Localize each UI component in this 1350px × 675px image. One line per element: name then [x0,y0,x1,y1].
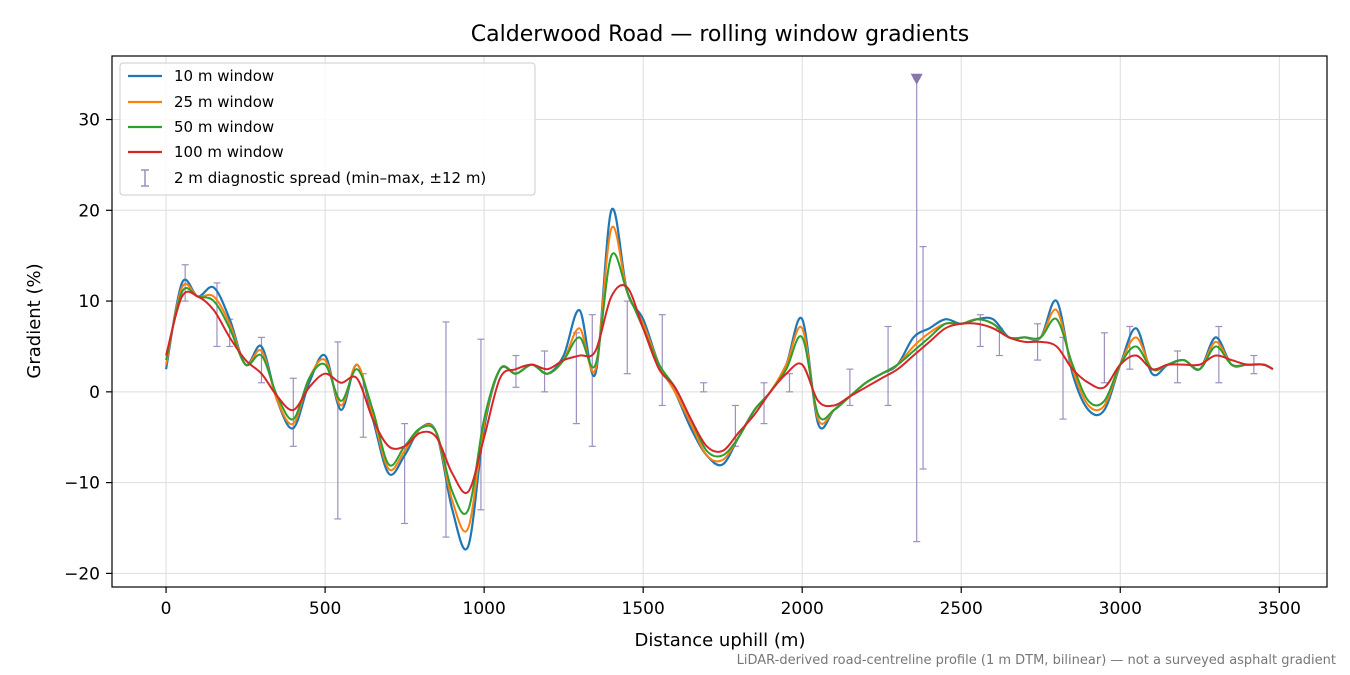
y-tick-label: −20 [64,564,100,584]
spread-bar [1100,332,1108,384]
legend-label-10m: 10 m window [174,67,274,85]
x-tick-label: 2500 [940,599,983,619]
footnote: LiDAR-derived road-centreline profile (1… [737,653,1336,668]
spread-bar [512,354,520,388]
y-tick-label: −10 [64,474,100,494]
spread-bar [884,325,892,407]
spread-bar [477,338,485,511]
series-lines [164,207,1274,551]
y-tick-label: 20 [78,201,100,221]
legend-label-50m: 50 m window [174,118,274,136]
x-tick-label: 500 [309,599,341,619]
x-tick-label: 1500 [622,599,665,619]
axis-ticks: 0 500 1000 1500 2000 2500 3000 3500 −20 −10 0 10 20 3… [64,111,1301,619]
spread-bar [785,373,793,393]
spread-bar [919,246,927,470]
legend-box [119,62,536,196]
legend-label-25m: 25 m window [174,93,274,111]
x-tick-label: 1000 [463,599,506,619]
spread-bar [910,73,923,543]
spread-bar [572,332,580,425]
spread-bar [289,377,297,447]
series-line-25-m-window [165,225,1274,533]
series-line-50-m-window [165,252,1274,515]
legend: 10 m window 25 m window 50 m window 100 … [119,62,536,196]
spread-bar [700,382,708,393]
spread-bar [1215,325,1223,384]
x-tick-label: 0 [161,599,172,619]
y-tick-label: 0 [89,383,100,403]
y-axis-label: Gradient (%) [24,263,45,378]
spread-bar [1126,325,1134,370]
chart-title: Calderwood Road — rolling window gradien… [471,22,969,47]
spread-bar [1174,350,1182,384]
spread-bar [623,300,631,375]
spread-bar [334,341,342,520]
spread-bar [588,314,596,447]
spread-bar [760,382,768,425]
x-axis-label: Distance uphill (m) [635,630,806,651]
legend-label-spread: 2 m diagnostic spread (min–max, ±12 m) [174,169,486,187]
y-tick-label: 30 [78,111,100,131]
x-tick-label: 3000 [1099,599,1142,619]
spread-bar [846,368,854,407]
spread-bar [541,350,549,393]
spread-peak-marker [910,73,923,85]
x-tick-label: 2000 [781,599,824,619]
spread-bar [401,423,409,525]
legend-swatch-spread [141,169,149,187]
legend-label-100m: 100 m window [174,143,284,161]
plot-frame [111,55,1328,588]
spread-bar [658,314,666,407]
spread-bar [442,321,450,538]
series-line-100-m-window [165,284,1274,495]
x-tick-label: 3500 [1258,599,1301,619]
y-tick-label: 10 [78,292,100,312]
